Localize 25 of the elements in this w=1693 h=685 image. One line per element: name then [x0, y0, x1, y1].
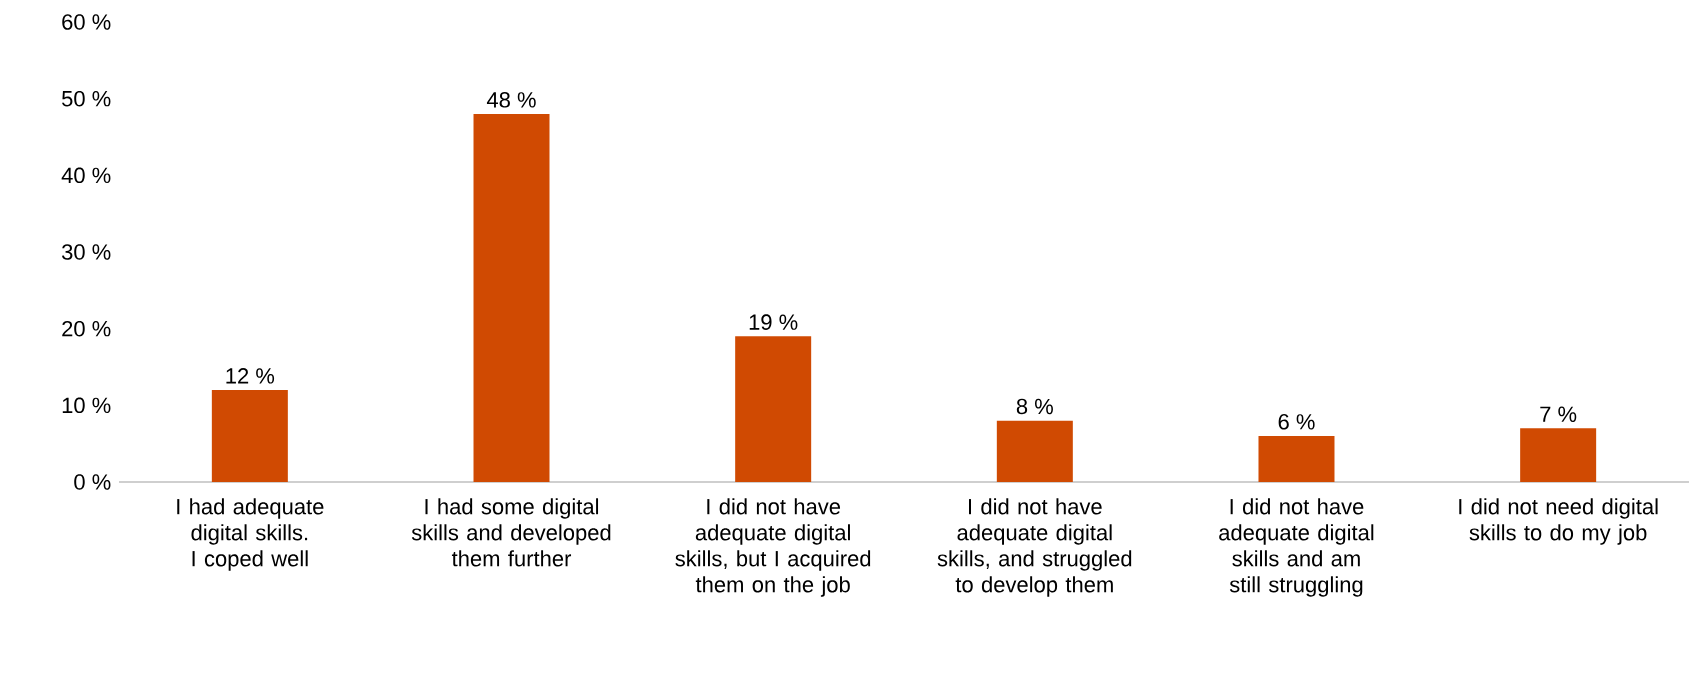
y-tick-label: 60 % [62, 14, 111, 30]
bar [1258, 435, 1335, 482]
x-tick-label: I had adequate digital skills. I coped well [177, 498, 324, 571]
bar [996, 420, 1073, 482]
y-tick-label: 40 % [61, 167, 111, 184]
x-tick-label: I did not need digital skills to do my job [1459, 498, 1658, 545]
data-label: 6 % [1278, 414, 1315, 430]
data-label: 7 % [1540, 406, 1577, 422]
y-tick-label: 0 % [74, 474, 111, 490]
x-tick-label: I did not have adequate digital skills, and struggled to develop them [937, 498, 1132, 597]
x-tick-label: I had some digital skills and developed them further [411, 498, 611, 567]
y-tick-label: 30 % [61, 244, 111, 260]
bar [1520, 428, 1597, 482]
bar [211, 389, 288, 482]
x-tick-label: I did not have adequate digital skills, but I acquired them on the job [675, 498, 871, 597]
y-tick-label: 10 % [62, 397, 111, 414]
y-tick-label: 50 % [62, 90, 111, 107]
y-tick-label: 20 % [62, 320, 111, 337]
x-tick-label: I did not have adequate digital skills and am still struggling [1219, 498, 1374, 597]
bar [735, 336, 812, 482]
bar [473, 113, 550, 482]
data-label: 48 % [486, 92, 536, 108]
data-label: 12 % [226, 368, 275, 384]
data-label: 19 % [749, 314, 798, 330]
data-label: 8 % [1016, 398, 1053, 415]
